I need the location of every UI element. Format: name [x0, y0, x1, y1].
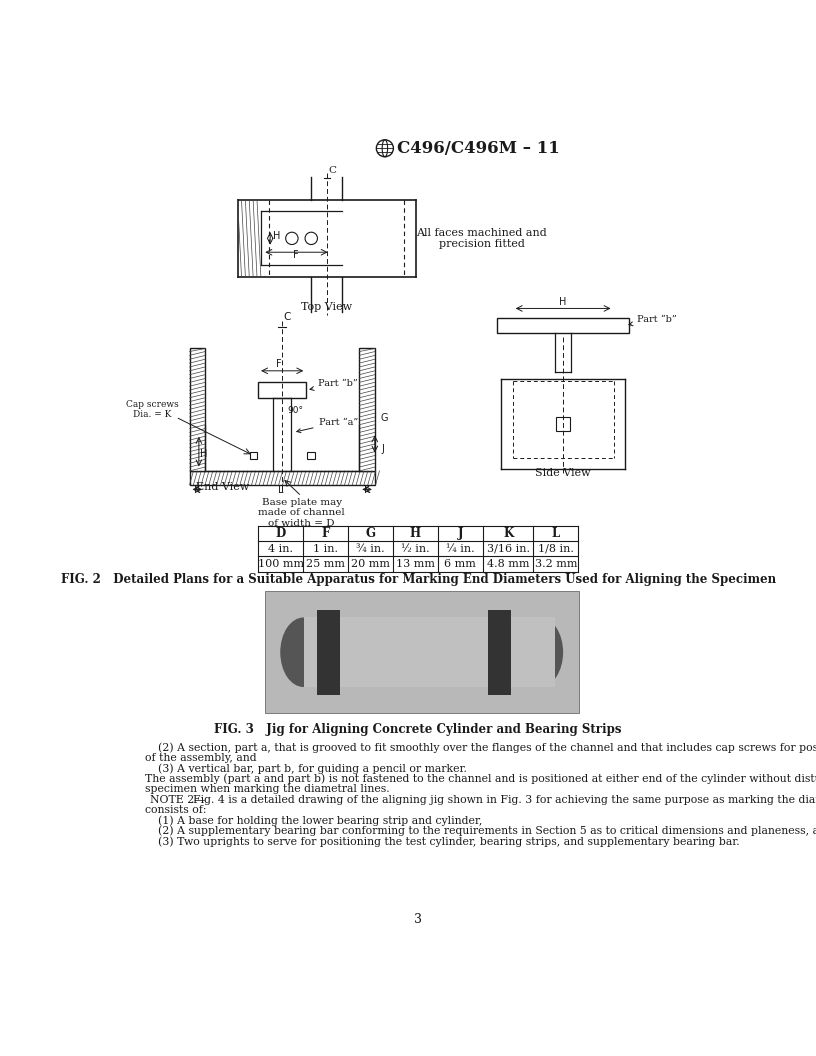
Text: (2) A supplementary bearing bar conforming to the requirements in Section 5 as t: (2) A supplementary bearing bar conformi…	[157, 826, 816, 836]
Bar	[359, 348, 375, 471]
Text: ½ in.: ½ in.	[401, 544, 430, 553]
Text: 4.8 mm: 4.8 mm	[487, 559, 530, 569]
Bar	[307, 452, 315, 459]
Text: 90°: 90°	[287, 407, 304, 415]
Text: K: K	[194, 486, 201, 495]
Text: 1 in.: 1 in.	[313, 544, 338, 553]
Text: 3.2 mm: 3.2 mm	[534, 559, 577, 569]
Bar	[497, 318, 629, 333]
Text: Cap screws
Dia. = K: Cap screws Dia. = K	[126, 399, 179, 419]
Text: L: L	[278, 486, 284, 495]
Bar	[258, 382, 306, 398]
Text: FIG. 2   Detailed Plans for a Suitable Apparatus for Marking End Diameters Used : FIG. 2 Detailed Plans for a Suitable App…	[60, 573, 776, 586]
Text: Part “b”: Part “b”	[310, 379, 357, 391]
Bar	[189, 348, 205, 471]
Text: Top View: Top View	[301, 302, 353, 312]
Text: (3) Two uprights to serve for positioning the test cylinder, bearing strips, and: (3) Two uprights to serve for positionin…	[157, 836, 739, 847]
Text: consists of:: consists of:	[144, 805, 206, 815]
Bar	[488, 609, 511, 695]
Text: F: F	[322, 527, 330, 540]
Text: C: C	[328, 166, 336, 175]
Ellipse shape	[280, 618, 326, 687]
Text: 13 mm: 13 mm	[396, 559, 435, 569]
Text: D: D	[276, 527, 286, 540]
Text: H: H	[410, 527, 421, 540]
Text: G: G	[366, 527, 375, 540]
Text: H: H	[201, 449, 208, 459]
Text: Part “a”: Part “a”	[297, 418, 358, 433]
Bar	[250, 452, 257, 459]
Text: ¼ in.: ¼ in.	[446, 544, 475, 553]
Text: 3/16 in.: 3/16 in.	[486, 544, 530, 553]
Text: L: L	[552, 527, 560, 540]
Bar	[189, 471, 375, 485]
Text: The assembly (part a and part b) is not fastened to the channel and is positione: The assembly (part a and part b) is not …	[144, 774, 816, 785]
Text: FIG. 3   Jig for Aligning Concrete Cylinder and Bearing Strips: FIG. 3 Jig for Aligning Concrete Cylinde…	[215, 723, 622, 736]
Text: K: K	[503, 527, 513, 540]
Bar	[317, 609, 340, 695]
Text: (1) A base for holding the lower bearing strip and cylinder,: (1) A base for holding the lower bearing…	[157, 815, 482, 826]
Text: C496/C496M – 11: C496/C496M – 11	[397, 139, 560, 156]
Text: F: F	[276, 359, 282, 369]
Ellipse shape	[517, 618, 563, 687]
Text: H: H	[273, 231, 280, 241]
Text: of the assembly, and: of the assembly, and	[144, 753, 256, 763]
Text: specimen when marking the diametral lines.: specimen when marking the diametral line…	[144, 785, 389, 794]
Text: End View: End View	[196, 483, 249, 492]
Text: (2) A section, part a, that is grooved to fit smoothly over the flanges of the c: (2) A section, part a, that is grooved t…	[157, 742, 816, 753]
Text: C: C	[284, 313, 291, 322]
Text: ¾ in.: ¾ in.	[357, 544, 385, 553]
Text: Fig. 4 is a detailed drawing of the aligning jig shown in Fig. 3 for achieving t: Fig. 4 is a detailed drawing of the alig…	[193, 795, 816, 805]
Bar	[557, 417, 570, 431]
Text: 25 mm: 25 mm	[306, 559, 345, 569]
Text: J: J	[458, 527, 463, 540]
Text: All faces machined and
precision fitted: All faces machined and precision fitted	[416, 228, 547, 249]
Text: 3: 3	[415, 913, 422, 926]
Text: 1/8 in.: 1/8 in.	[538, 544, 574, 553]
Text: (3) A vertical bar, part b, for guiding a pencil or marker.: (3) A vertical bar, part b, for guiding …	[157, 763, 467, 774]
Text: 20 mm: 20 mm	[351, 559, 390, 569]
Bar	[264, 591, 579, 714]
Text: G: G	[381, 413, 388, 422]
Text: 6 mm: 6 mm	[445, 559, 477, 569]
Text: J: J	[381, 444, 384, 454]
Text: Base plate may
made of channel
of width = D: Base plate may made of channel of width …	[258, 497, 345, 528]
Text: H: H	[560, 297, 567, 306]
Text: NOTE 2—: NOTE 2—	[150, 795, 205, 805]
Text: F: F	[293, 250, 298, 261]
Text: 4 in.: 4 in.	[268, 544, 293, 553]
Text: 100 mm: 100 mm	[258, 559, 304, 569]
Text: Side View: Side View	[535, 468, 591, 477]
Bar	[304, 618, 556, 687]
Text: Part “b”: Part “b”	[629, 315, 676, 325]
Text: K: K	[364, 486, 370, 495]
